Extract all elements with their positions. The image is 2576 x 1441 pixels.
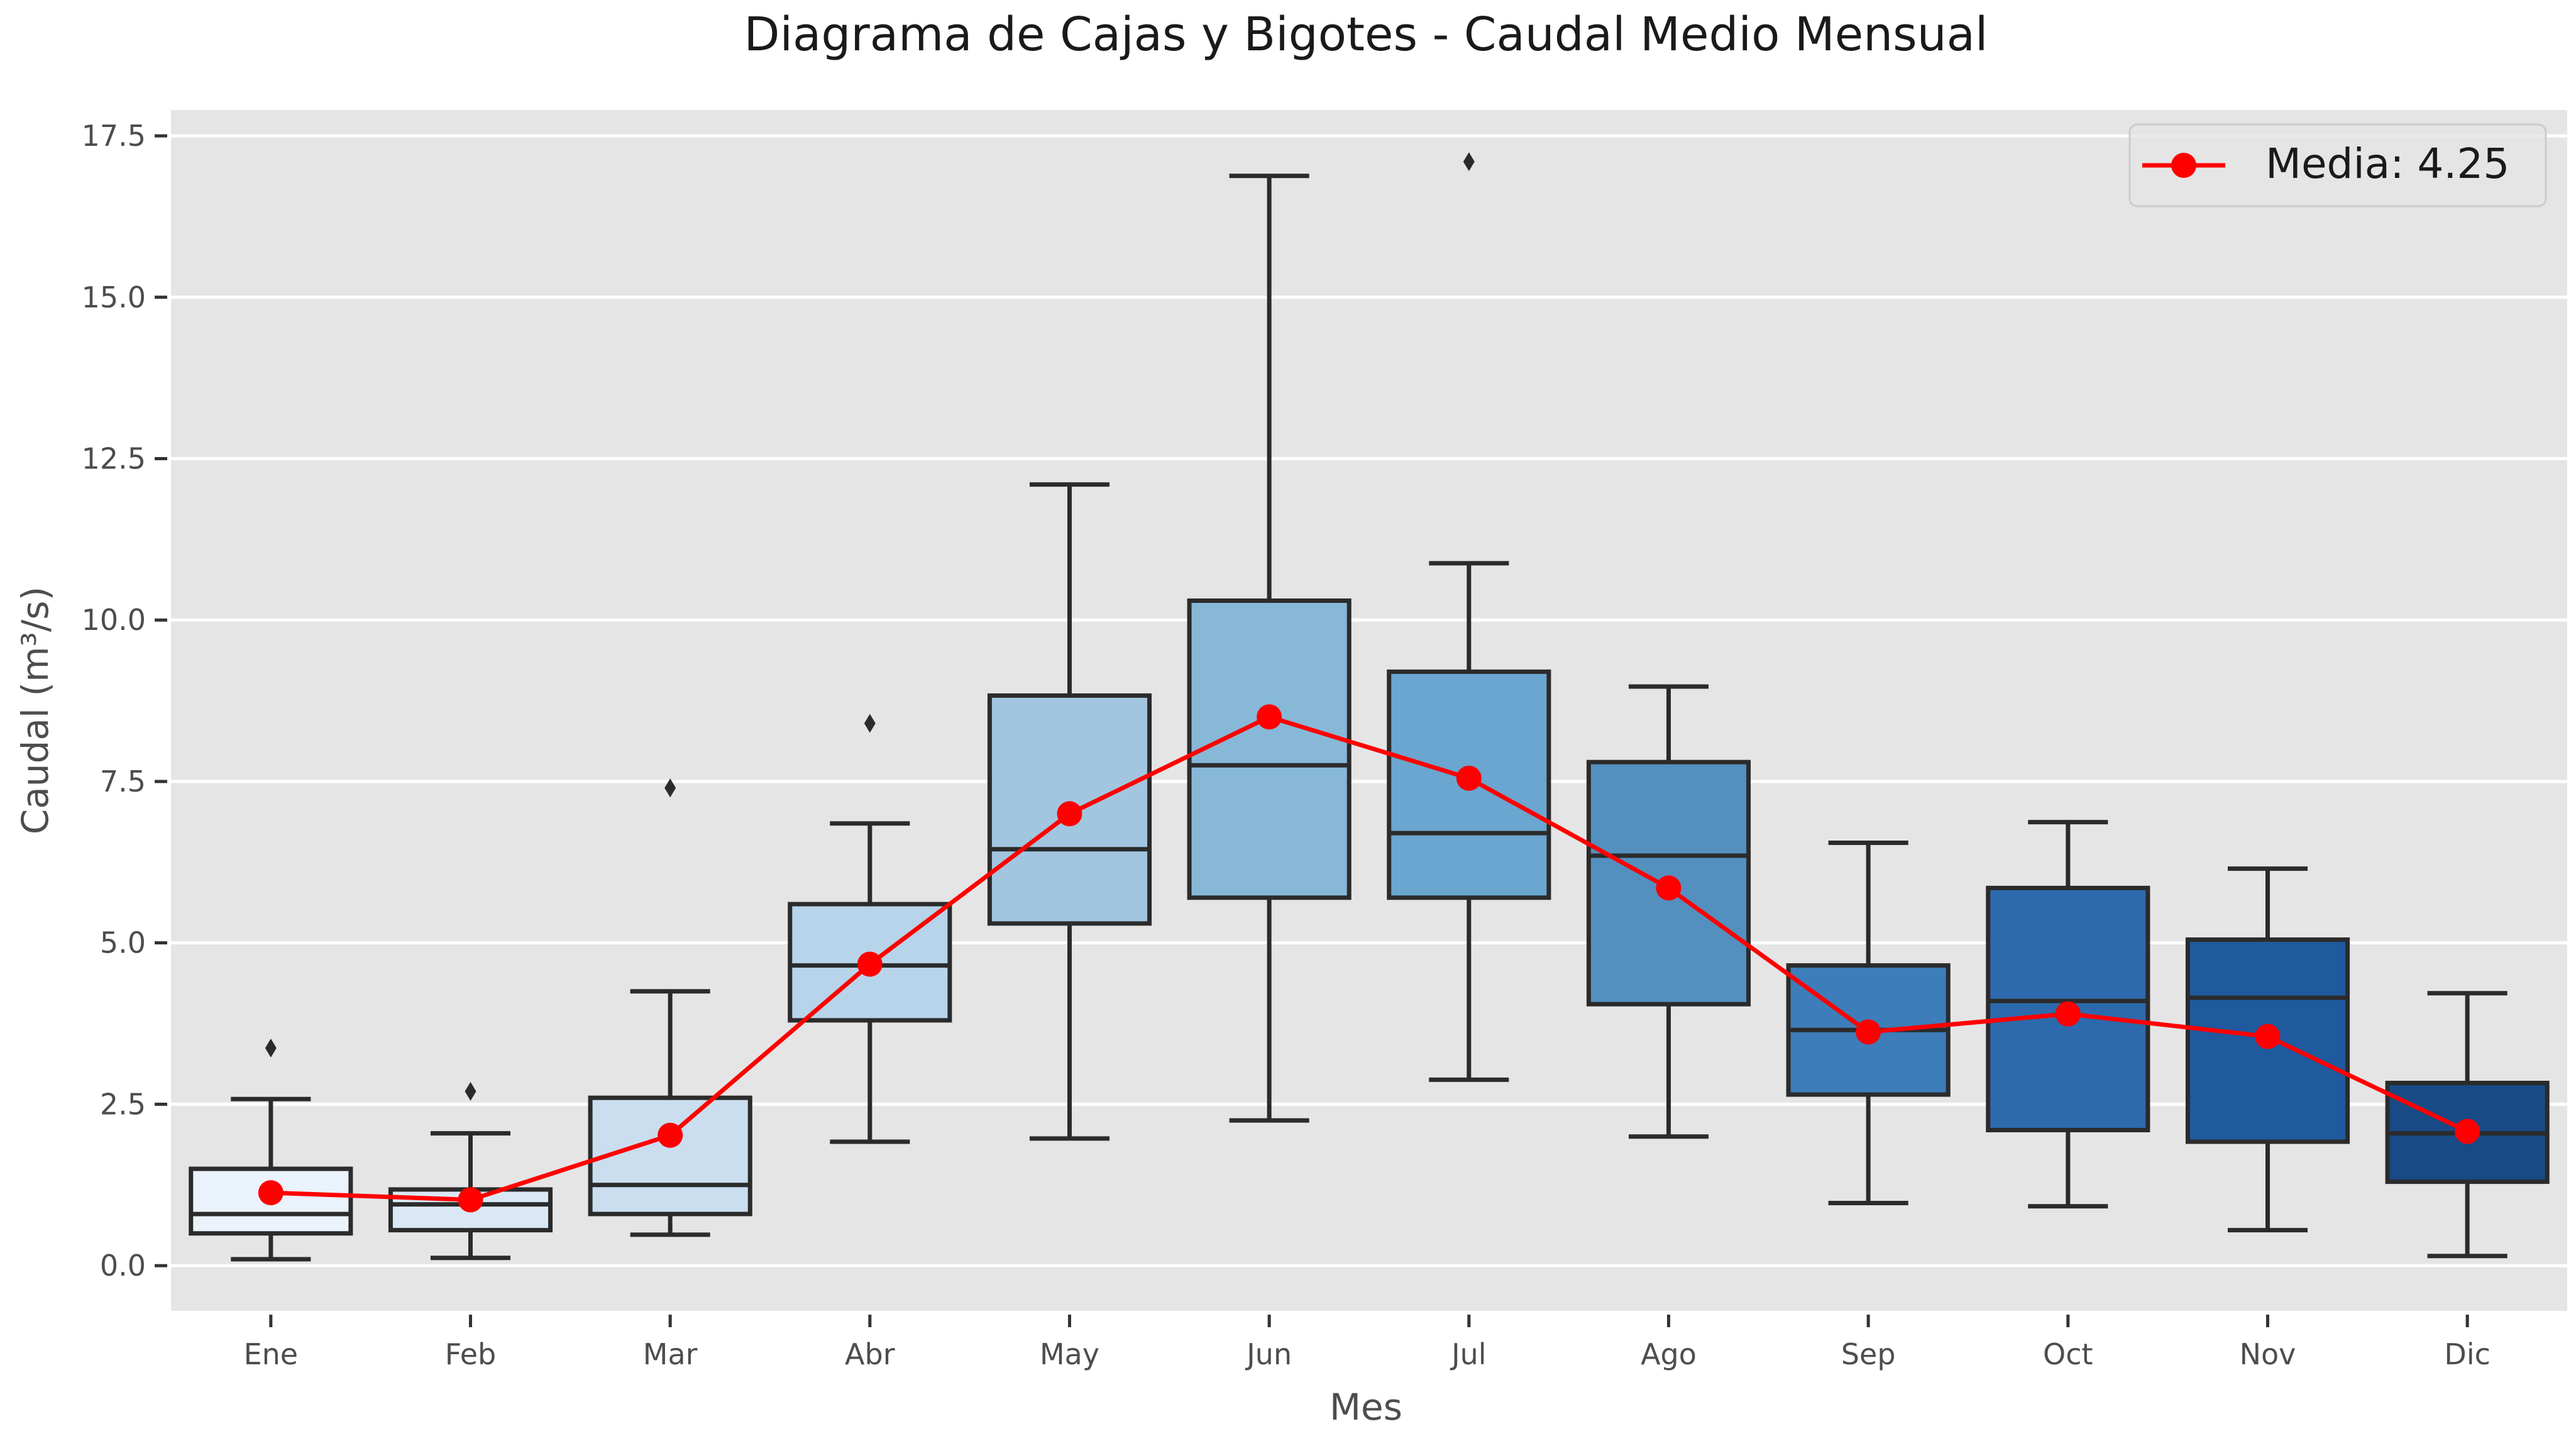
x-tick-label: Sep [1841, 1337, 1896, 1371]
legend-marker-swatch [2171, 153, 2196, 178]
x-tick-label: Mar [643, 1337, 698, 1371]
box-dic [2385, 991, 2550, 1259]
mean-point-ago [1656, 875, 1682, 901]
y-tick-label: 2.5 [100, 1087, 146, 1121]
y-tick-label: 7.5 [100, 765, 146, 798]
outlier-point [265, 1039, 277, 1058]
legend-frame [2128, 123, 2547, 207]
x-tick-label: Ago [1641, 1337, 1697, 1371]
grid-lines [171, 134, 2567, 1267]
box-body [588, 1095, 752, 1217]
box-nov [2185, 866, 2350, 1233]
mean-point-sep [1856, 1019, 1881, 1045]
mean-point-abr [857, 951, 883, 977]
box-body [1187, 598, 1351, 900]
x-tick-label: May [1040, 1337, 1099, 1371]
mean-point-ene [258, 1180, 283, 1206]
y-axis: 0.0 2.5 5.0 7.5 10.0 12.5 15.0 17.5 [82, 119, 167, 1283]
x-tick-label: Abr [845, 1337, 895, 1371]
mean-point-may [1057, 801, 1082, 827]
box-oct [1986, 820, 2150, 1209]
mean-point-feb [458, 1187, 483, 1213]
x-tick-label: Jul [1450, 1337, 1487, 1371]
chart-title: Diagrama de Cajas y Bigotes - Caudal Med… [744, 8, 1988, 62]
box-body [1986, 885, 2150, 1132]
x-tick-label: Dic [2444, 1337, 2491, 1371]
mean-point-jun [1257, 704, 1282, 730]
x-axis: Ene Feb Mar Abr May Jun Jul Ago Sep Oct Nov Dic [244, 1315, 2491, 1371]
y-tick-label: 15.0 [82, 280, 146, 314]
outlier-point [1463, 152, 1475, 172]
x-axis-label: Mes [1329, 1386, 1402, 1428]
legend-entry-label: Media: 4.25 [2265, 140, 2509, 188]
y-tick-label: 17.5 [82, 119, 146, 153]
box-mar [588, 778, 752, 1237]
box-may [987, 482, 1152, 1141]
mean-line-series [258, 704, 2480, 1213]
outlier-point [664, 778, 676, 798]
mean-point-jul [1456, 765, 1482, 791]
mean-point-nov [2255, 1024, 2281, 1049]
mean-point-oct [2055, 1001, 2081, 1027]
y-tick-label: 10.0 [82, 603, 146, 637]
mean-point-dic [2455, 1118, 2480, 1144]
outlier-point [864, 714, 876, 733]
legend: Media: 4.25 [2128, 123, 2547, 207]
outlier-point [465, 1081, 476, 1101]
y-axis-label: Caudal (m³/s) [14, 587, 57, 834]
x-tick-label: Ene [244, 1337, 299, 1371]
y-tick-label: 0.0 [100, 1249, 146, 1283]
box-jun [1187, 174, 1351, 1123]
y-tick-label: 12.5 [82, 442, 146, 476]
x-tick-label: Jun [1245, 1337, 1292, 1371]
mean-point-mar [658, 1122, 683, 1148]
x-tick-label: Nov [2240, 1337, 2296, 1371]
box-body [2185, 937, 2350, 1144]
y-tick-label: 5.0 [100, 926, 146, 960]
plot-background [171, 110, 2567, 1311]
x-tick-label: Oct [2043, 1337, 2093, 1371]
mean-line [270, 714, 2469, 1202]
x-tick-label: Feb [445, 1337, 496, 1371]
